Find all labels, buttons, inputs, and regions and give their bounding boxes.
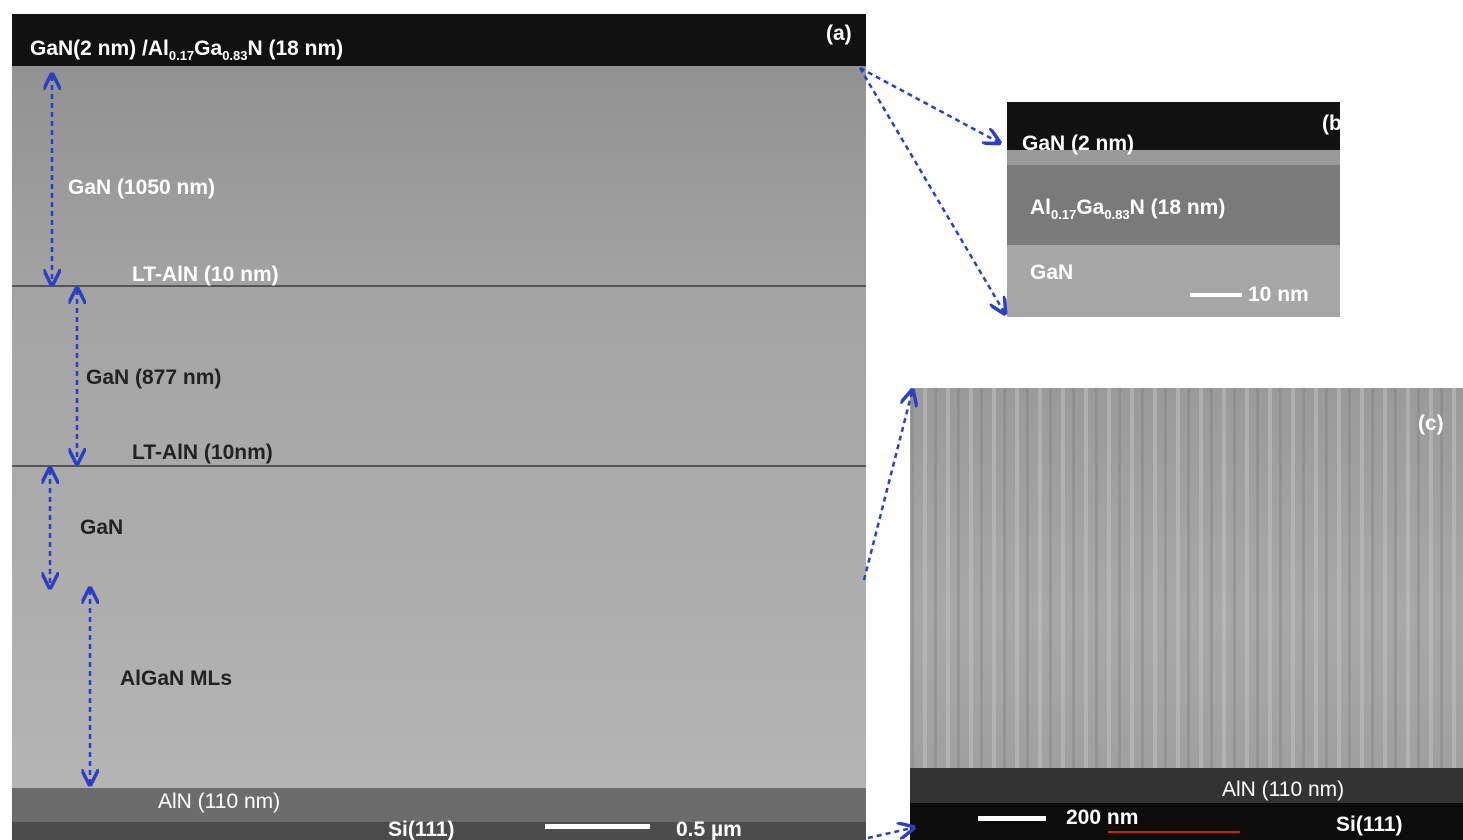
panel-tag: (b)	[1322, 112, 1349, 135]
layer-label: LT-AlN (10 nm)	[132, 263, 279, 286]
aln-layer	[910, 768, 1463, 803]
label-part: GaN(2 nm) /Al	[30, 37, 169, 60]
aln-layer	[12, 788, 866, 822]
scale-bar	[545, 824, 650, 829]
label-part: Ga	[1076, 196, 1104, 219]
panel-tag: (a)	[826, 22, 852, 45]
arrow	[860, 68, 1004, 312]
layer-label: AlGaN MLs	[120, 667, 232, 690]
arrow	[868, 828, 912, 838]
label-part: N (18 nm)	[1130, 196, 1226, 219]
layer-label: GaN (2 nm)	[1022, 132, 1134, 155]
arrow	[860, 68, 998, 142]
subscript: 0.17	[1051, 207, 1076, 222]
scale-bar	[978, 816, 1046, 821]
scale-label: 10 nm	[1248, 283, 1309, 306]
panel-b: (b) GaN (2 nm) Al0.17Ga0.83N (18 nm) GaN…	[1007, 102, 1349, 317]
label-part: N (18 nm)	[248, 37, 344, 60]
layer-label: GaN (1050 nm)	[68, 176, 215, 199]
micrograph	[12, 14, 866, 840]
subscript: 0.17	[169, 48, 194, 63]
layer-label: GaN	[80, 516, 123, 539]
layer-label: AlN (110 nm)	[158, 790, 280, 813]
label-part: Ga	[194, 37, 222, 60]
subscript: 0.83	[222, 48, 247, 63]
scale-label: 0.5 µm	[676, 818, 742, 840]
layer-label: Si(111)	[1336, 813, 1403, 836]
layer-label: GaN	[1030, 261, 1073, 284]
figure: GaN(2 nm) /Al0.17Ga0.83N (18 nm) (a) GaN…	[0, 0, 1463, 840]
texture	[910, 388, 1463, 768]
scale-label: 200 nm	[1066, 806, 1138, 829]
layer-label: Si(111)	[388, 818, 455, 840]
layer-label: GaN (877 nm)	[86, 366, 221, 389]
subscript: 0.83	[1104, 207, 1129, 222]
label-part: Al	[1030, 196, 1051, 219]
panel-c: (c) AlN (110 nm) Si(111) 200 nm	[910, 388, 1463, 840]
panel-tag: (c)	[1418, 412, 1444, 435]
arrow	[864, 392, 912, 580]
scale-bar	[1190, 293, 1242, 297]
layer-label: LT-AlN (10nm)	[132, 441, 273, 464]
panel-a: GaN(2 nm) /Al0.17Ga0.83N (18 nm) (a) GaN…	[12, 14, 866, 840]
layer-label: AlN (110 nm)	[1222, 778, 1344, 801]
